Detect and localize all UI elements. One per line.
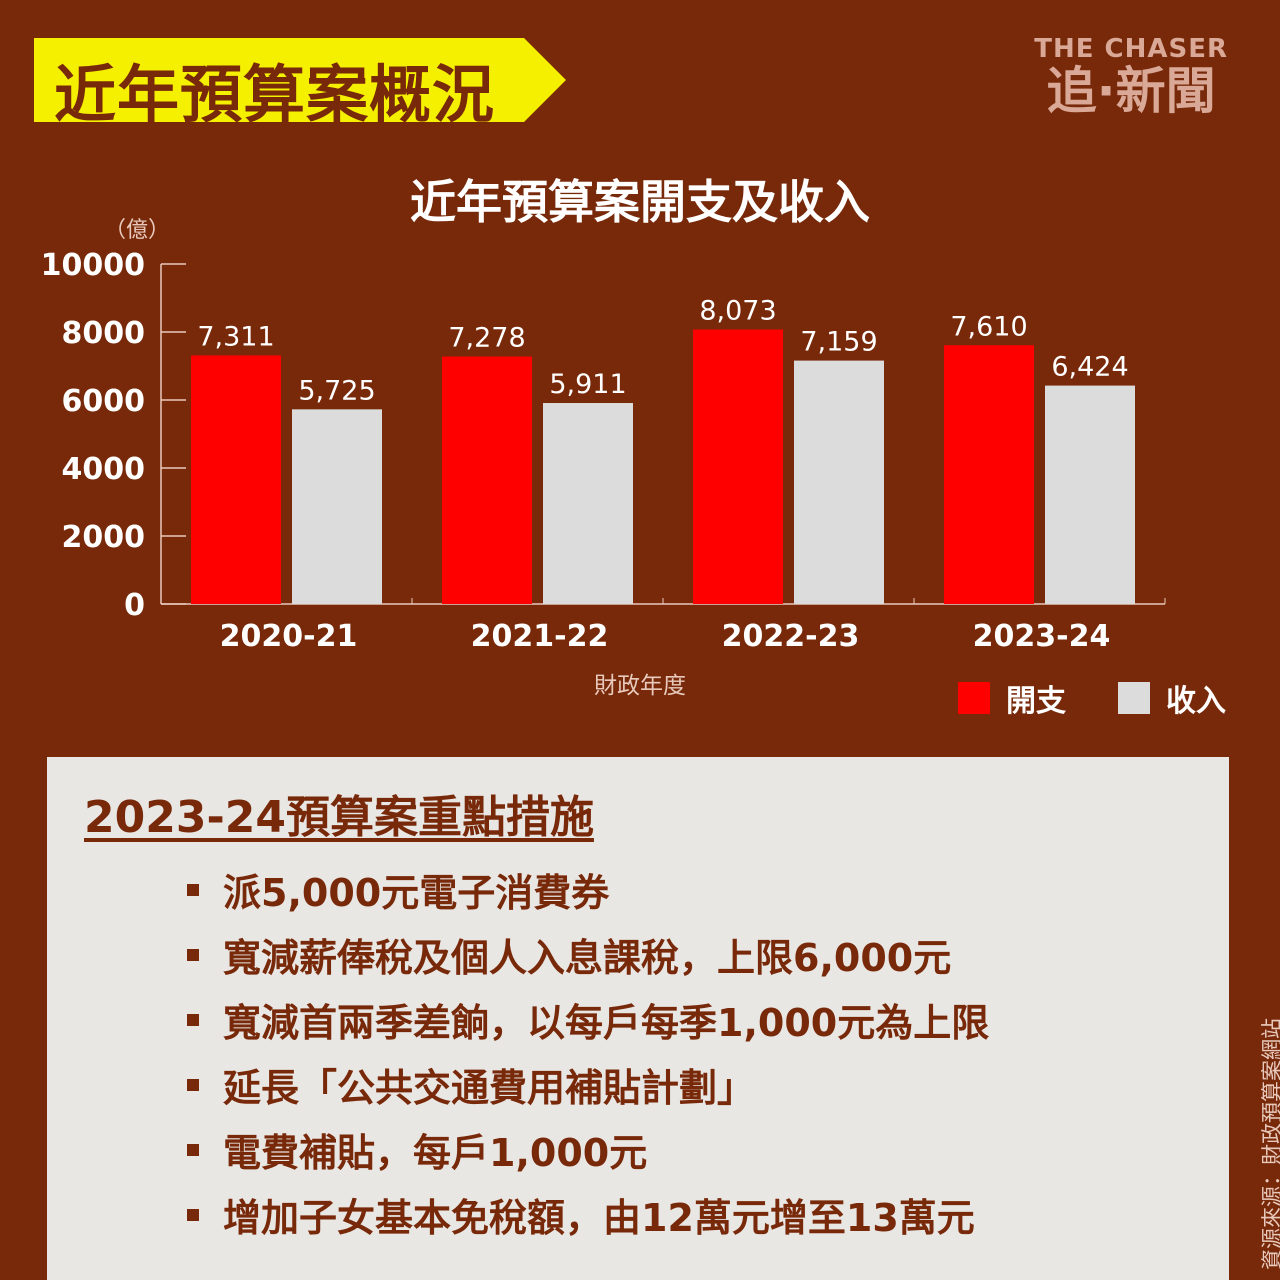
y-tick-label: 2000 bbox=[62, 520, 146, 555]
bar-revenue bbox=[794, 360, 884, 604]
bar-expenditure bbox=[442, 356, 532, 604]
bar-chart: 0 2000 4000 6000 8000 10000 7,311 5,725 2020-21 7… bbox=[41, 248, 1166, 654]
legend-expenditure: 開支 bbox=[958, 676, 1066, 720]
bar-revenue bbox=[543, 403, 633, 604]
logo: THE CHASER 追·新聞 bbox=[1034, 34, 1228, 118]
source-note: 資源來源：財政預算案網站 bbox=[1260, 1018, 1280, 1270]
bar-expenditure bbox=[191, 355, 281, 604]
data-label: 7,610 bbox=[950, 311, 1027, 342]
data-label: 7,311 bbox=[197, 321, 274, 352]
measures-list: 派5,000元電子消費券 寬減薪俸稅及個人入息課稅，上限6,000元 寬減首兩季… bbox=[187, 857, 989, 1247]
y-tick-label: 0 bbox=[124, 588, 145, 623]
data-label: 8,073 bbox=[699, 296, 776, 327]
chart-title: 近年預算案開支及收入 bbox=[410, 175, 870, 229]
logo-en: THE CHASER bbox=[1034, 34, 1228, 64]
legend-label: 開支 bbox=[1006, 684, 1066, 719]
banner-title: 近年預算案概況 bbox=[54, 58, 496, 131]
legend-swatch bbox=[1118, 682, 1150, 714]
y-unit: （億） bbox=[104, 218, 171, 243]
title-banner: 近年預算案概況 bbox=[34, 38, 566, 131]
measures-panel: 2023-24預算案重點措施 派5,000元電子消費券 寬減薪俸稅及個人入息課稅… bbox=[47, 757, 1229, 1280]
list-item: 增加子女基本免稅額，由12萬元增至13萬元 bbox=[187, 1182, 989, 1247]
list-item: 延長「公共交通費用補貼計劃」 bbox=[187, 1052, 989, 1117]
legend-swatch bbox=[958, 682, 990, 714]
logo-zh: 追·新聞 bbox=[1046, 62, 1216, 120]
panel-title: 2023-24預算案重點措施 bbox=[84, 792, 594, 843]
data-label: 6,424 bbox=[1051, 352, 1128, 383]
x-tick-label: 2023-24 bbox=[973, 619, 1111, 654]
data-label: 5,725 bbox=[298, 375, 375, 406]
y-tick-label: 8000 bbox=[62, 316, 146, 351]
y-tick-label: 10000 bbox=[41, 248, 145, 283]
bar-expenditure bbox=[944, 345, 1034, 604]
bar-revenue bbox=[1045, 385, 1135, 604]
x-axis-label: 財政年度 bbox=[594, 673, 686, 699]
data-label: 5,911 bbox=[549, 369, 626, 400]
bar-revenue bbox=[292, 409, 382, 604]
list-item: 派5,000元電子消費券 bbox=[187, 857, 989, 922]
x-tick-label: 2022-23 bbox=[722, 619, 860, 654]
legend-revenue: 收入 bbox=[1118, 676, 1226, 720]
y-tick-label: 6000 bbox=[62, 384, 146, 419]
list-item: 寬減薪俸稅及個人入息課稅，上限6,000元 bbox=[187, 922, 989, 987]
list-item: 寬減首兩季差餉，以每戶每季1,000元為上限 bbox=[187, 987, 989, 1052]
list-item: 電費補貼，每戶1,000元 bbox=[187, 1117, 989, 1182]
x-tick-label: 2021-22 bbox=[471, 619, 609, 654]
x-tick-label: 2020-21 bbox=[220, 619, 358, 654]
bar-expenditure bbox=[693, 329, 783, 604]
data-label: 7,278 bbox=[448, 323, 525, 354]
data-label: 7,159 bbox=[800, 327, 877, 358]
legend-label: 收入 bbox=[1166, 684, 1226, 719]
y-tick-label: 4000 bbox=[62, 452, 146, 487]
